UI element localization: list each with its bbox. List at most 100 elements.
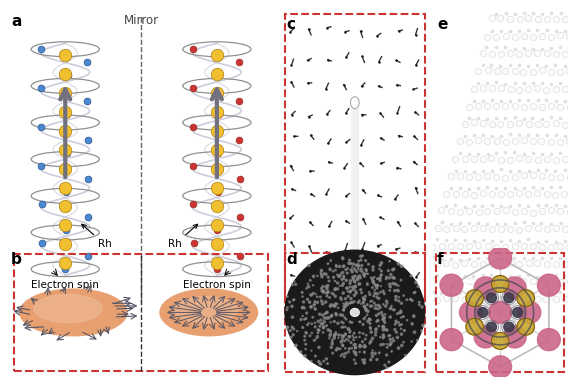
Point <box>300 305 309 311</box>
Point <box>318 321 327 327</box>
Point <box>446 185 455 191</box>
Point <box>538 104 547 110</box>
Point <box>397 309 406 315</box>
Point <box>340 304 349 311</box>
Point <box>347 345 356 351</box>
Point <box>348 274 357 280</box>
Point <box>382 300 392 306</box>
Point <box>492 34 501 40</box>
Point <box>534 296 543 302</box>
Point <box>386 336 395 343</box>
Point <box>306 333 315 339</box>
Point <box>479 295 488 301</box>
Point <box>510 278 519 284</box>
Point <box>500 175 510 181</box>
Point <box>437 207 446 213</box>
Point <box>409 313 418 319</box>
Point <box>338 342 347 348</box>
Point <box>323 360 332 367</box>
Point <box>496 51 506 57</box>
Point <box>418 322 428 328</box>
Point <box>501 278 510 284</box>
Point <box>393 311 402 317</box>
Point <box>307 358 316 364</box>
Point <box>339 275 348 282</box>
Point <box>465 174 474 180</box>
Point <box>287 303 296 309</box>
Point <box>330 332 339 338</box>
Point <box>515 16 524 22</box>
Point <box>359 295 368 301</box>
Point <box>304 283 313 290</box>
Point <box>353 277 363 283</box>
Point <box>342 336 351 342</box>
Point <box>501 139 510 145</box>
Point <box>337 297 346 303</box>
Point <box>313 299 322 306</box>
Point <box>505 121 514 127</box>
Point <box>437 290 446 296</box>
Circle shape <box>478 307 488 317</box>
Point <box>510 80 519 86</box>
Point <box>428 289 437 295</box>
Point <box>338 312 347 319</box>
Point <box>386 342 396 348</box>
Point <box>556 279 565 285</box>
Point <box>336 339 345 345</box>
Point <box>360 272 369 278</box>
Point <box>333 280 342 286</box>
Point <box>538 33 547 39</box>
Point <box>369 280 378 286</box>
Point <box>362 268 371 274</box>
Point <box>487 97 496 103</box>
Point <box>351 267 360 273</box>
Point <box>496 63 505 69</box>
Circle shape <box>504 322 514 332</box>
Text: Mirror: Mirror <box>124 14 158 27</box>
Point <box>469 155 478 162</box>
Point <box>396 263 405 269</box>
Point <box>328 337 337 343</box>
Point <box>528 173 538 179</box>
Point <box>339 333 348 339</box>
Text: e: e <box>437 16 447 32</box>
Point <box>351 344 360 351</box>
Point <box>496 296 506 302</box>
Point <box>478 62 487 68</box>
Circle shape <box>474 277 497 299</box>
Point <box>369 293 378 299</box>
Point <box>366 326 375 332</box>
Point <box>474 185 483 191</box>
Point <box>364 261 373 267</box>
Point <box>478 190 487 197</box>
Point <box>387 348 396 354</box>
Point <box>469 226 478 232</box>
Point <box>355 263 364 269</box>
Point <box>519 69 528 75</box>
Point <box>302 285 311 291</box>
Point <box>368 285 377 291</box>
Point <box>286 328 295 334</box>
Point <box>551 98 560 104</box>
Point <box>496 28 506 34</box>
Point <box>369 279 378 285</box>
Circle shape <box>288 253 421 371</box>
Point <box>442 226 451 232</box>
Point <box>353 275 362 281</box>
Point <box>333 346 342 352</box>
Point <box>506 86 515 92</box>
Point <box>511 138 520 144</box>
Point <box>330 278 339 284</box>
Point <box>314 330 323 336</box>
Point <box>344 349 353 355</box>
Point <box>359 299 368 305</box>
Point <box>523 97 532 103</box>
Point <box>515 168 524 174</box>
Point <box>331 330 340 336</box>
Point <box>542 132 551 138</box>
Point <box>542 50 551 56</box>
Point <box>407 338 416 344</box>
Point <box>560 226 569 232</box>
Point <box>560 86 569 92</box>
Point <box>551 296 560 302</box>
